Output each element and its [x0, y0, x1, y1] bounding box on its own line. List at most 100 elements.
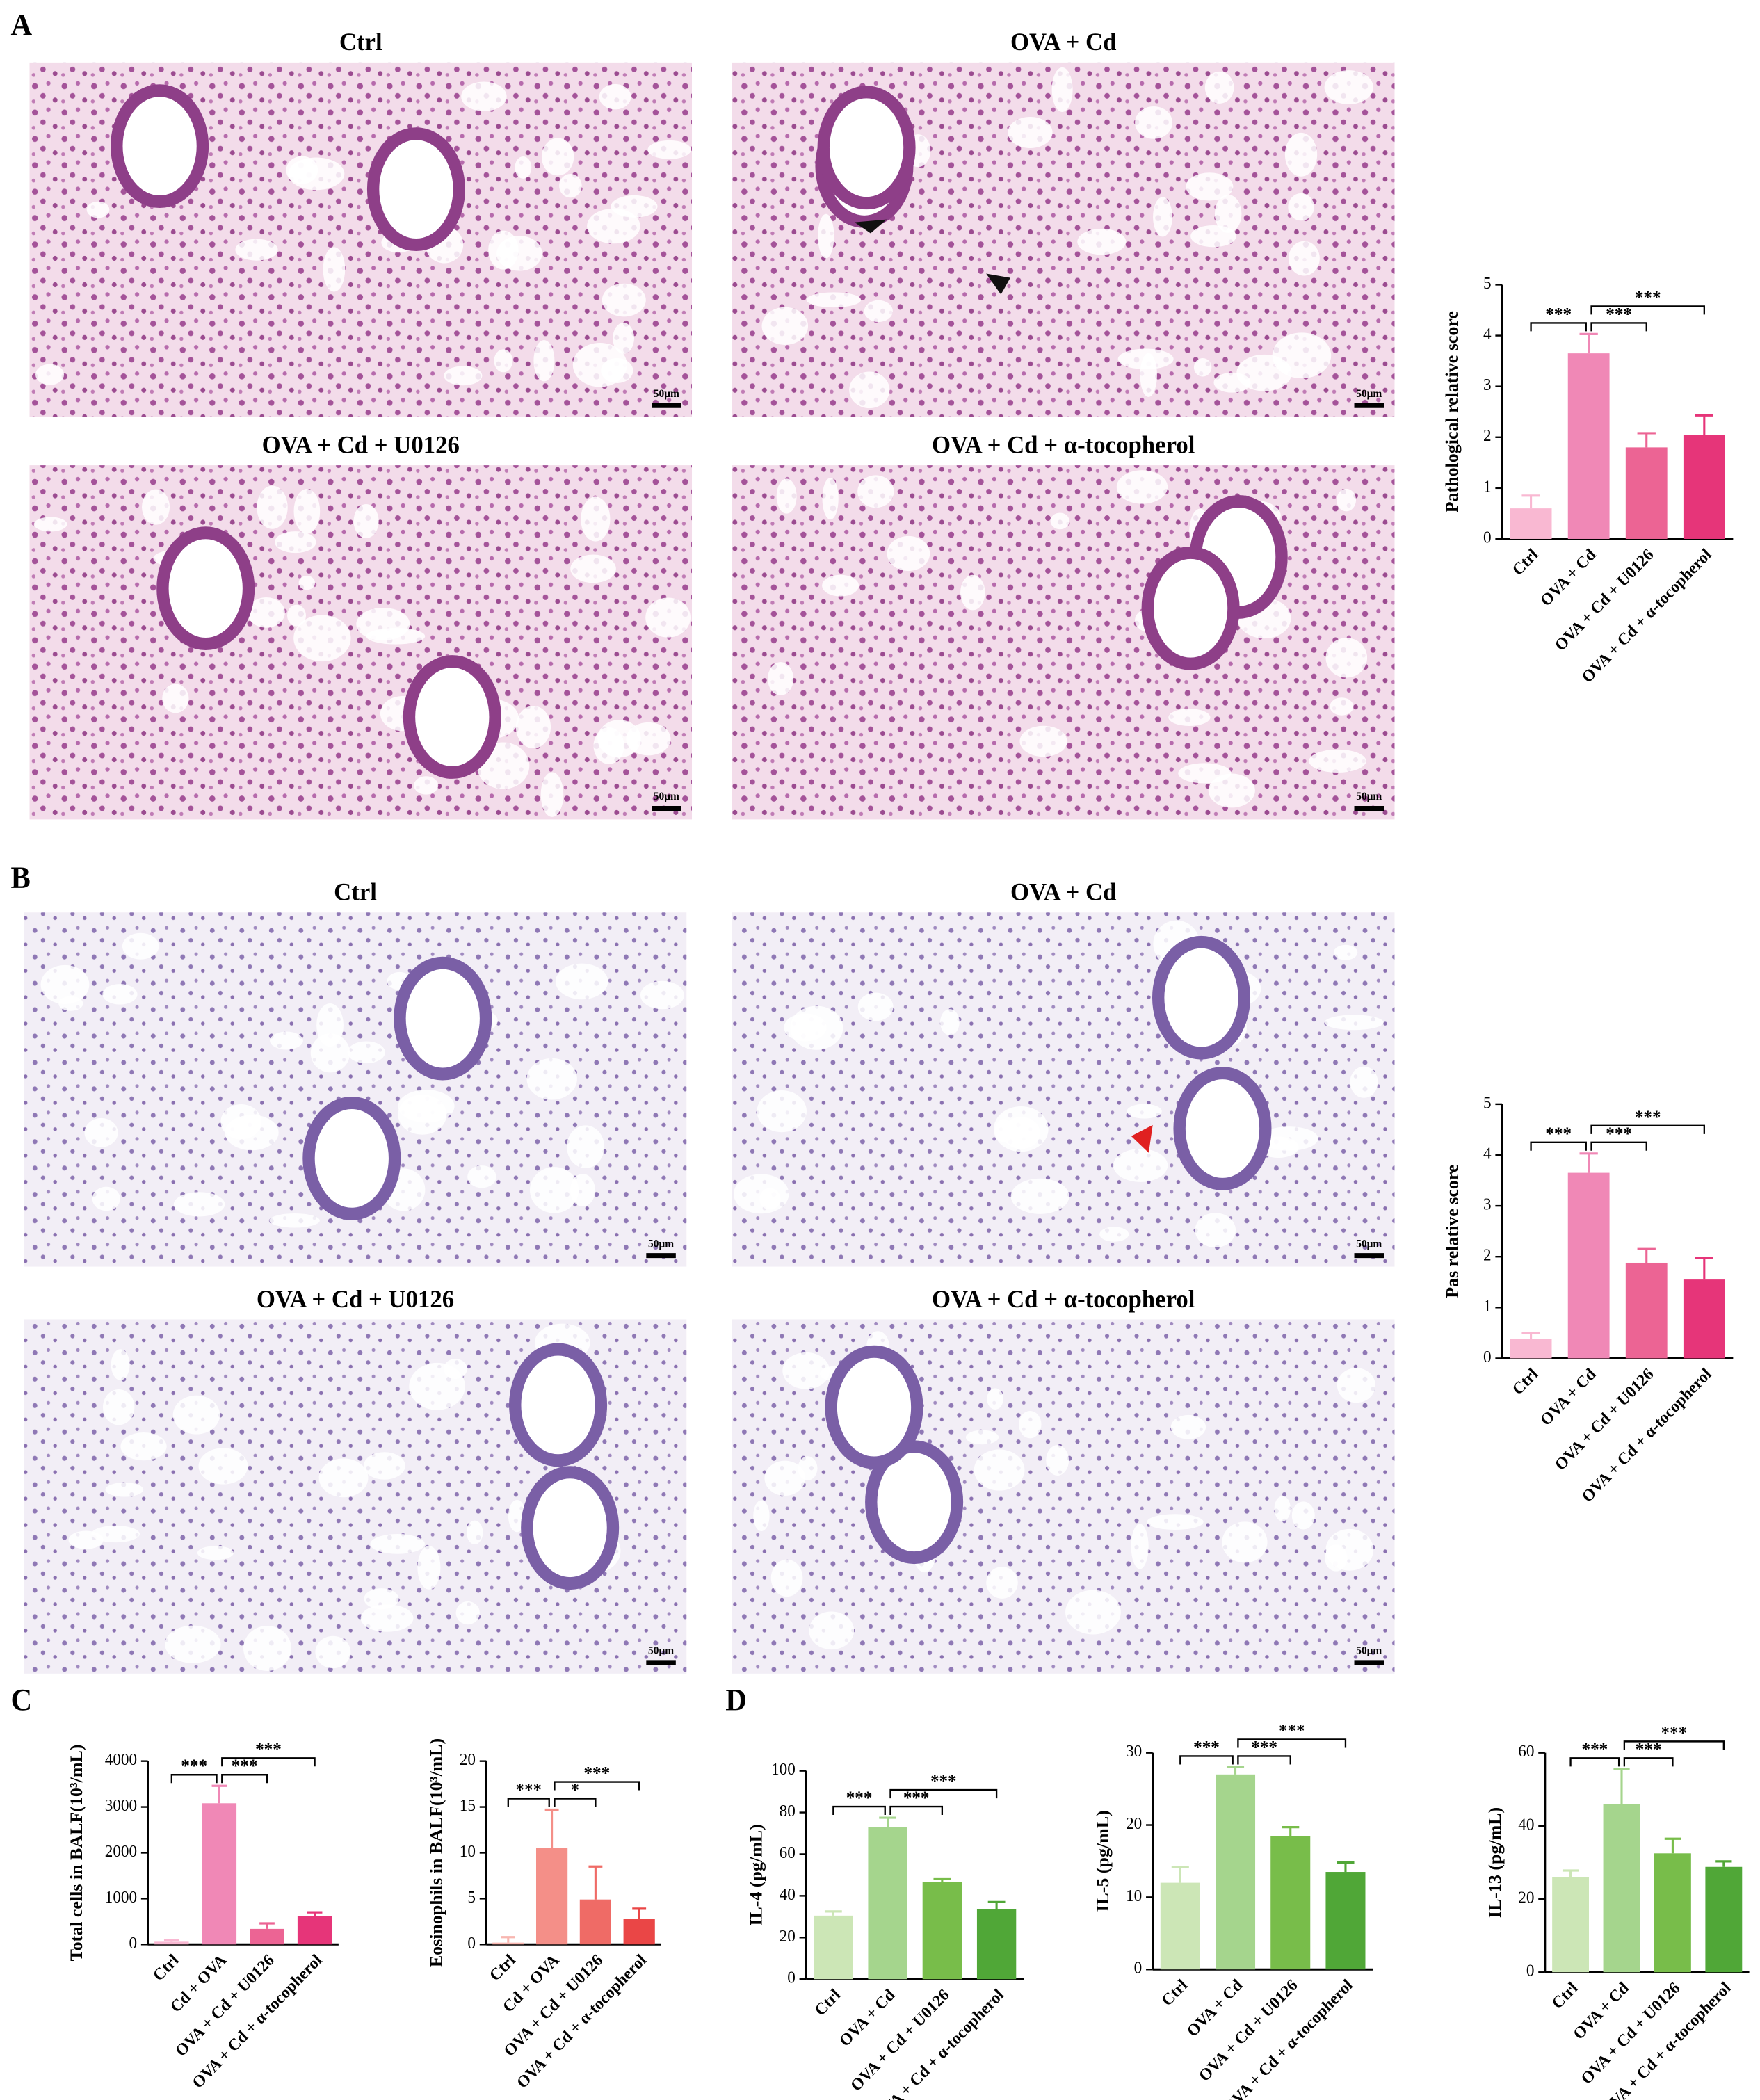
error-bar [987, 1900, 1006, 1909]
air-space [91, 1525, 140, 1543]
scale-bar-label: 50μm [648, 1238, 674, 1250]
air-space [1333, 944, 1358, 960]
y-tick-label: 3000 [105, 1797, 137, 1815]
x-tick-label: Ctrl [1158, 1976, 1192, 2010]
air-space [1337, 488, 1357, 512]
air-space [494, 349, 513, 373]
error-bar [588, 1865, 603, 1900]
air-space [533, 340, 555, 382]
scale-bar-label: 50μm [1356, 791, 1382, 802]
air-space [526, 1058, 577, 1100]
y-axis-label: Eosinophils in BALF(10³/mL) [426, 1738, 446, 1967]
air-space [587, 208, 640, 244]
air-space [1051, 67, 1073, 112]
air-space [92, 1186, 120, 1211]
air-space [323, 247, 346, 292]
bar [579, 1899, 611, 1945]
air-space [1260, 1126, 1318, 1151]
error-bar [1226, 1766, 1245, 1775]
air-space [398, 1095, 447, 1135]
bar [1510, 508, 1552, 539]
y-tick-label: 0 [1526, 1962, 1535, 1980]
scale-bar-label: 50μm [1356, 1238, 1382, 1250]
scale-bar-label: 50μm [1356, 1645, 1382, 1656]
air-space [86, 201, 110, 218]
air-space [1325, 1528, 1374, 1571]
air-space [753, 1500, 770, 1532]
significance-label: *** [1545, 304, 1572, 324]
y-tick-label: 5 [467, 1889, 476, 1907]
significance-label: *** [181, 1756, 207, 1776]
significance-label: *** [232, 1756, 258, 1776]
air-space [570, 1174, 595, 1207]
bar [1567, 1172, 1610, 1359]
y-tick-label: 80 [780, 1802, 796, 1820]
airway [156, 526, 255, 651]
air-space [197, 1546, 234, 1560]
air-space [1168, 709, 1211, 726]
air-space [466, 1520, 483, 1544]
x-tick-label: Ctrl [1509, 545, 1542, 579]
air-space [1116, 470, 1168, 504]
air-space [102, 1389, 135, 1425]
bar [1625, 1262, 1668, 1359]
air-space [613, 323, 635, 354]
significance-label: *** [1635, 287, 1661, 307]
error-bar [933, 1877, 951, 1882]
air-space [515, 156, 532, 179]
bar [297, 1916, 332, 1945]
air-space [172, 1395, 220, 1435]
bar [1683, 1279, 1725, 1359]
air-space [318, 1458, 369, 1498]
air-space [1350, 1066, 1378, 1098]
error-bar [1664, 1837, 1681, 1854]
significance-bracket [1237, 1755, 1291, 1765]
airway [521, 1466, 620, 1590]
significance-label: *** [1661, 1722, 1688, 1743]
significance-label: * [571, 1779, 580, 1800]
significance-label: *** [1279, 1720, 1305, 1740]
air-space [293, 489, 321, 534]
air-space [645, 597, 691, 638]
error-bar [259, 1922, 275, 1929]
air-space [257, 485, 288, 529]
air-space [599, 83, 631, 110]
y-tick-label: 2 [1483, 1246, 1492, 1264]
air-space [887, 535, 930, 572]
air-space [559, 174, 582, 198]
air-space [818, 213, 834, 259]
significance-label: *** [1251, 1737, 1277, 1757]
error-bar [1579, 332, 1598, 354]
air-space [235, 239, 278, 261]
y-tick-label: 0 [1483, 1348, 1492, 1366]
significance-bracket [1623, 1757, 1674, 1767]
air-space [806, 292, 862, 308]
air-space [142, 489, 170, 525]
micrograph-title: Ctrl [334, 878, 377, 906]
airway [817, 86, 916, 210]
scale-bar-label: 50μm [654, 791, 679, 802]
air-space [293, 615, 351, 662]
y-tick-label: 60 [780, 1844, 796, 1862]
bar [202, 1803, 237, 1945]
air-space [68, 1530, 104, 1549]
air-space [1170, 1414, 1206, 1439]
air-space [1222, 1521, 1268, 1563]
x-tick-label: Ctrl [812, 1985, 845, 2019]
air-space [444, 366, 483, 386]
micrograph-title: OVA + Cd [1010, 878, 1117, 906]
air-space [784, 1013, 827, 1042]
air-space [1186, 172, 1234, 201]
bar [922, 1882, 962, 1980]
y-tick-label: 0 [1134, 1959, 1143, 1977]
significance-bracket [889, 1805, 944, 1816]
air-space [310, 1033, 350, 1073]
arrowhead [854, 219, 887, 234]
y-tick-label: 1 [1483, 478, 1492, 496]
significance-label: *** [1193, 1737, 1220, 1757]
y-tick-label: 20 [1126, 1815, 1142, 1833]
air-space [287, 604, 306, 627]
bar [535, 1848, 568, 1945]
air-space [864, 300, 893, 323]
